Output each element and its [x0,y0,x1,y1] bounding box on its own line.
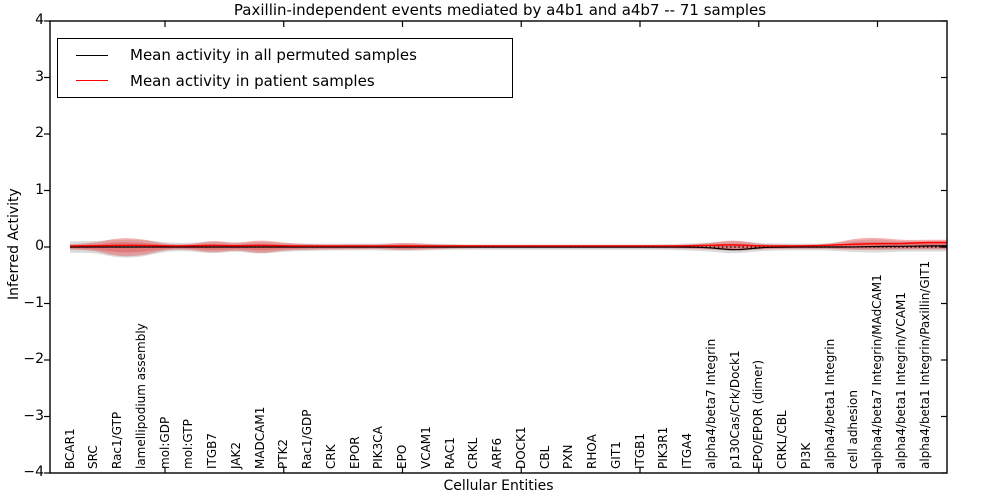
y-tick-label: 1 [35,181,44,198]
x-tick-label: CRKL/CBL [775,410,789,469]
x-tick-label: alpha4/beta7 Integrin/MAdCAM1 [870,274,884,469]
y-tick-label: −4 [23,464,44,480]
x-tick-label: cell adhesion [846,390,861,469]
x-tick-label: PIK3CA [371,426,386,469]
x-tick-label: Rac1/GDP [300,409,314,469]
x-tick-label: ITGB7 [205,432,219,469]
x-tick-label: PTK2 [276,438,291,469]
x-tick-label: PI3K [798,442,813,469]
y-tick-label: 2 [35,125,44,141]
x-tick-label: Rac1/GTP [110,411,124,469]
x-tick-label: DOCK1 [513,426,528,469]
x-axis-label: Cellular Entities [443,478,554,494]
x-tick-label: EPO [395,444,409,469]
legend-item-permuted: Mean activity in all permuted samples [58,46,512,64]
x-tick-label: alpha4/beta1 Integrin/VCAM1 [893,292,908,469]
x-tick-label: ARF6 [490,437,504,469]
x-tick-label: PIK3R1 [656,426,671,469]
black-line-swatch [76,54,108,56]
x-tick-label: CBL [537,445,552,469]
y-tick-label: −1 [23,294,44,311]
x-tick-label: CRKL [466,437,481,469]
x-tick-label: lamellipodium assembly [133,323,148,469]
red-line-swatch [76,80,108,82]
x-tick-label: alpha4/beta7 Integrin [703,338,718,469]
x-tick-label: ITGB1 [632,432,647,469]
y-tick-label: 0 [35,238,44,254]
legend-label: Mean activity in patient samples [130,71,375,90]
y-tick-label: 3 [35,68,44,85]
x-tick-label: EPO/EPOR (dimer) [751,359,766,469]
y-tick-label: −3 [23,407,44,424]
x-tick-label: alpha4/beta1 Integrin/Paxillin/GIT1 [917,260,932,469]
x-tick-label: p130Cas/Crk/Dock1 [727,350,742,469]
x-tick-label: mol:GTP [181,419,196,469]
legend: Mean activity in all permuted samples Me… [57,38,513,98]
x-tick-label: ITGA4 [680,432,694,469]
x-tick-label: BCAR1 [62,428,77,469]
x-tick-label: RAC1 [442,437,457,469]
y-tick-label: −2 [23,351,44,367]
legend-item-patient: Mean activity in patient samples [58,72,512,90]
x-tick-label: SRC [86,445,101,469]
x-tick-label: CRK [323,444,338,469]
y-tick-label: 4 [35,12,44,28]
x-tick-label: MADCAM1 [252,406,267,469]
chart-title: Paxillin-independent events mediated by … [233,1,767,19]
x-tick-label: JAK2 [228,441,243,469]
x-tick-label: PXN [561,444,576,469]
legend-label: Mean activity in all permuted samples [130,46,417,65]
x-tick-label: EPOR [347,436,362,469]
x-tick-label: VCAM1 [418,426,433,469]
x-tick-label: mol:GDP [157,416,172,469]
x-tick-label: RHOA [585,434,599,469]
x-tick-label: alpha4/beta1 Integrin [822,338,837,469]
x-tick-label: GIT1 [608,441,623,469]
